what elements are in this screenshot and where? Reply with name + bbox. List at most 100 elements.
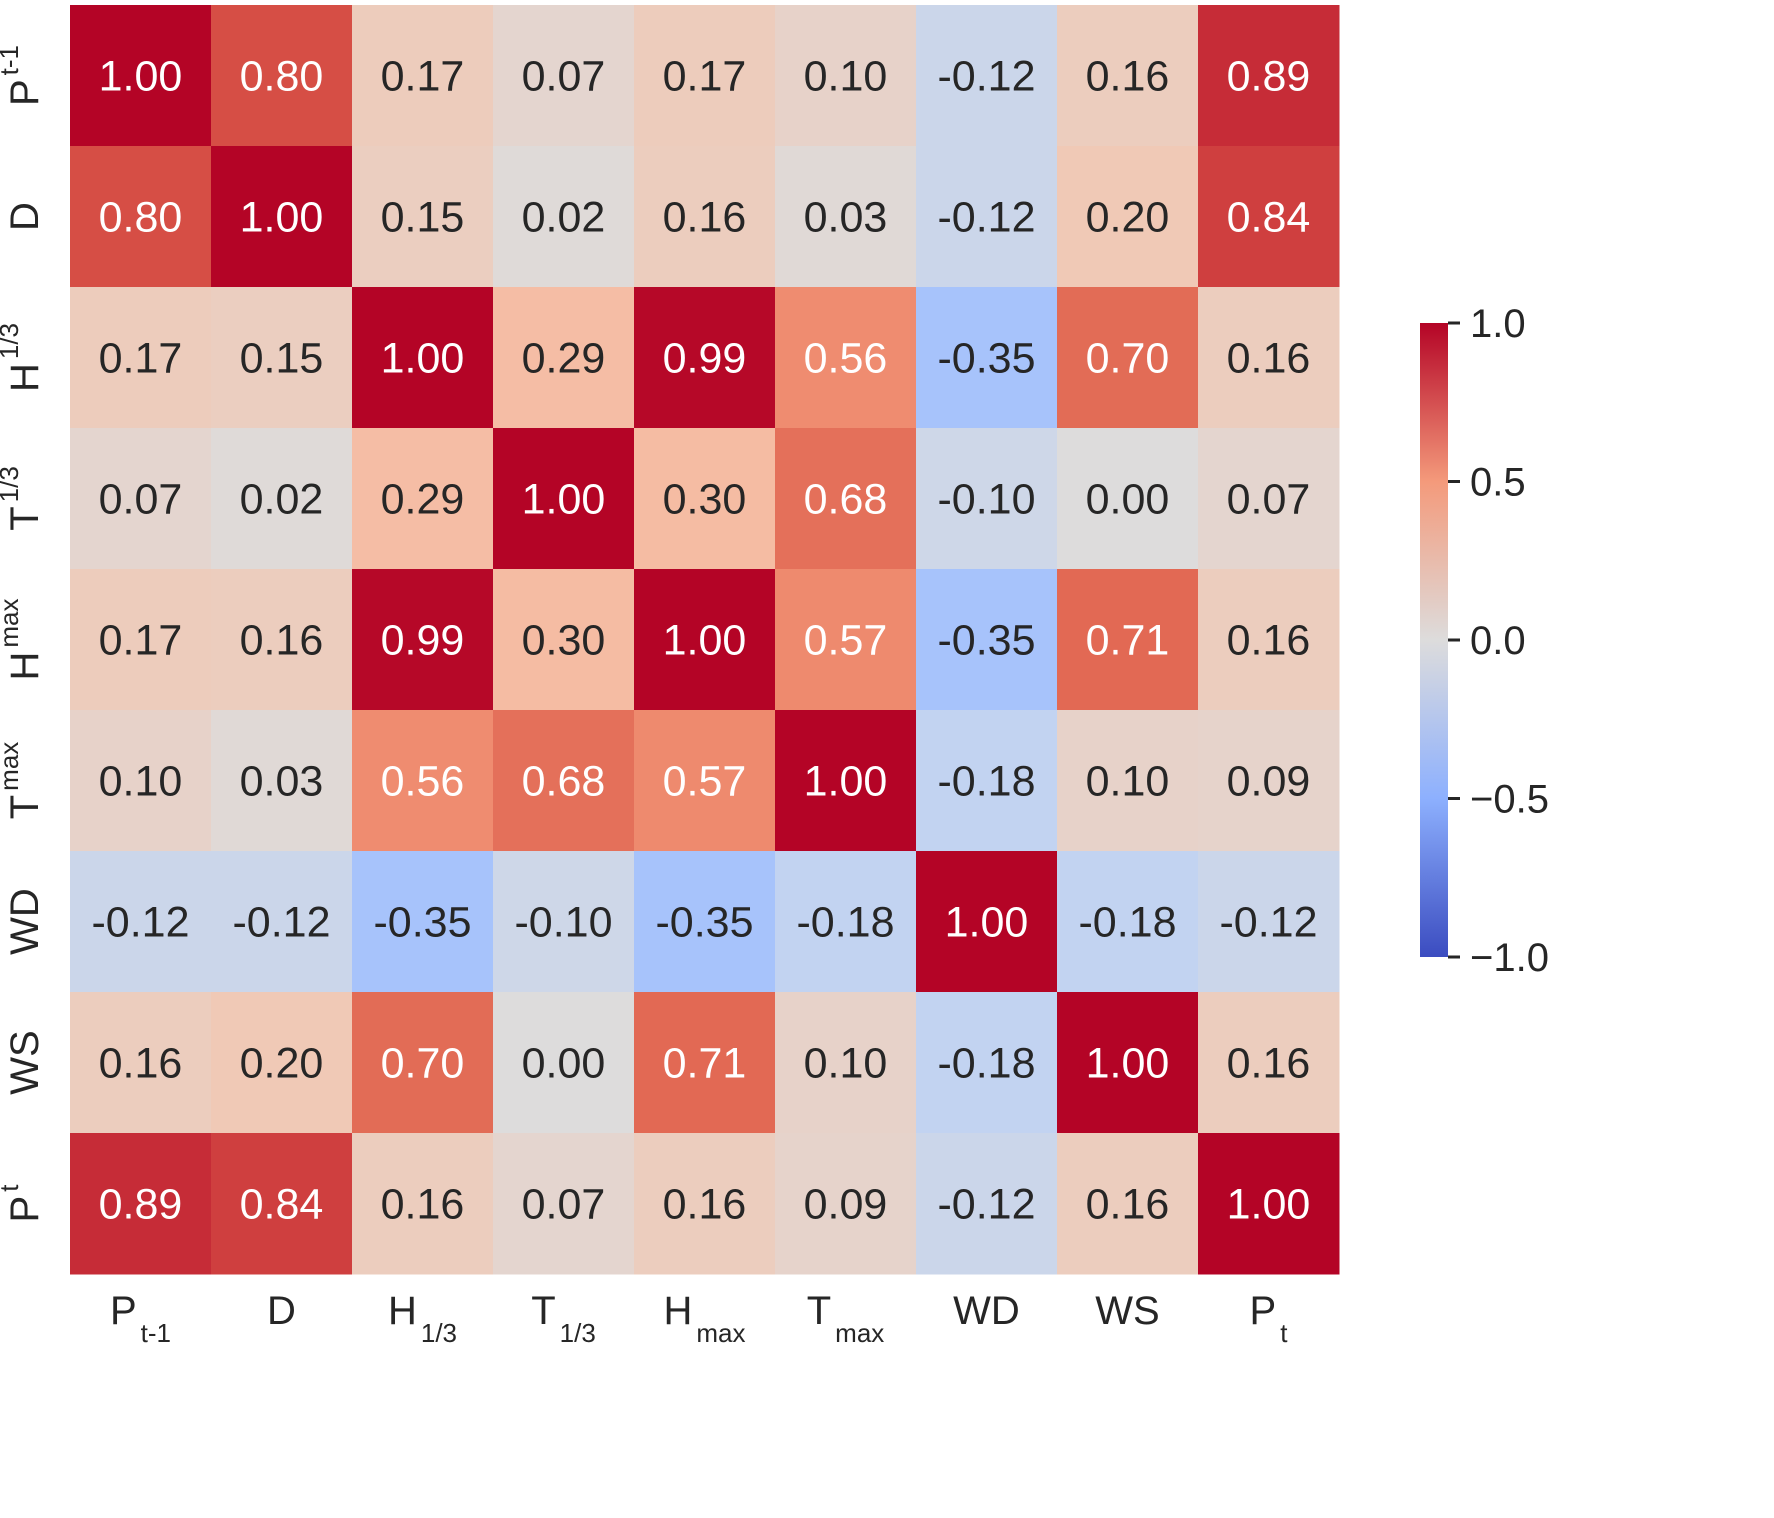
y-tick-label: Hmax	[0, 598, 47, 680]
colorbar-tick-label: 0.0	[1470, 619, 1526, 663]
heatmap-cell	[1057, 146, 1199, 288]
heatmap-cell	[352, 1133, 494, 1275]
cell-value-label: 0.07	[99, 476, 183, 524]
heatmap-cell	[493, 710, 635, 852]
colorbar-tick-label: −0.5	[1470, 778, 1549, 822]
cell-value-label: -0.18	[937, 1040, 1035, 1088]
cell-value-label: 1.00	[945, 899, 1029, 947]
x-tick-label: D	[267, 1289, 296, 1333]
heatmap-cell	[916, 569, 1058, 711]
heatmap-cell	[916, 851, 1058, 993]
heatmap-cell	[916, 5, 1058, 147]
cell-value-label: -0.12	[232, 899, 330, 947]
heatmap-cell	[211, 710, 353, 852]
cell-value-label: 0.57	[804, 617, 888, 665]
cell-value-label: 0.00	[522, 1040, 606, 1088]
heatmap-cell	[211, 851, 353, 993]
cell-value-label: 0.09	[804, 1181, 888, 1229]
heatmap-cell	[70, 710, 212, 852]
cell-value-label: 0.71	[1086, 617, 1170, 665]
heatmap-cell	[1057, 428, 1199, 570]
heatmap-cell	[352, 146, 494, 288]
cell-value-label: 0.15	[381, 194, 465, 242]
colorbar-tick-label: 0.5	[1470, 461, 1526, 505]
heatmap-cell	[634, 851, 776, 993]
heatmap-cell	[634, 569, 776, 711]
heatmap-cell	[634, 146, 776, 288]
cell-value-label: -0.35	[655, 899, 753, 947]
cell-value-label: 1.00	[99, 53, 183, 101]
heatmap-cell	[775, 569, 917, 711]
heatmap-cell	[1057, 992, 1199, 1134]
heatmap-cell	[211, 1133, 353, 1275]
cell-value-label: 0.16	[381, 1181, 465, 1229]
heatmap-cell	[916, 1133, 1058, 1275]
heatmap-cell	[211, 992, 353, 1134]
cell-value-label: 0.10	[1086, 758, 1170, 806]
heatmap-cell	[634, 287, 776, 429]
cell-value-label: 0.56	[381, 758, 465, 806]
cell-value-label: 0.03	[804, 194, 888, 242]
cell-value-label: 0.57	[663, 758, 747, 806]
heatmap-cell	[211, 146, 353, 288]
heatmap-cell	[775, 992, 917, 1134]
y-tick-label: H1/3	[0, 323, 47, 392]
heatmap-cell	[70, 992, 212, 1134]
cell-value-label: 0.80	[240, 53, 324, 101]
cell-value-label: 0.71	[663, 1040, 747, 1088]
heatmap-cell	[352, 428, 494, 570]
heatmap-cell	[1057, 287, 1199, 429]
heatmap-cell	[493, 5, 635, 147]
colorbar-ticks: 1.0 0.5 0.0 −0.5 −1.0	[1448, 302, 1549, 980]
heatmap-cell	[1198, 146, 1340, 288]
cell-value-label: 0.09	[1227, 758, 1311, 806]
heatmap-cell	[1198, 287, 1340, 429]
cell-value-label: 0.89	[1227, 53, 1311, 101]
cell-value-label: 1.00	[663, 617, 747, 665]
heatmap-cell	[916, 287, 1058, 429]
heatmap-cell	[916, 710, 1058, 852]
y-tick-label: WS	[3, 1030, 47, 1094]
cell-value-label: 0.07	[1227, 476, 1311, 524]
heatmap-cell	[211, 569, 353, 711]
cell-value-label: 0.16	[1227, 1040, 1311, 1088]
heatmap-cell	[493, 851, 635, 993]
heatmap-cell	[352, 569, 494, 711]
cell-value-label: 0.68	[522, 758, 606, 806]
cell-value-label: -0.12	[937, 53, 1035, 101]
cell-value-label: 0.16	[240, 617, 324, 665]
cell-value-label: 0.20	[240, 1040, 324, 1088]
heatmap-cell	[493, 146, 635, 288]
cell-value-label: 0.16	[1086, 53, 1170, 101]
heatmap-cell	[1198, 1133, 1340, 1275]
cell-value-label: 0.20	[1086, 194, 1170, 242]
cell-value-label: -0.35	[937, 617, 1035, 665]
heatmap-cell	[211, 5, 353, 147]
heatmap-cell	[1057, 851, 1199, 993]
y-tick-label: D	[3, 202, 47, 231]
heatmap-cell	[352, 992, 494, 1134]
heatmap-cell	[493, 287, 635, 429]
cell-value-label: 0.17	[99, 335, 183, 383]
cell-value-label: 1.00	[240, 194, 324, 242]
cell-value-label: 0.30	[663, 476, 747, 524]
cell-value-label: 0.10	[804, 1040, 888, 1088]
cell-value-label: 0.16	[99, 1040, 183, 1088]
cell-value-label: 1.00	[1086, 1040, 1170, 1088]
heatmap-cell	[775, 146, 917, 288]
heatmap-cell	[775, 710, 917, 852]
heatmap-cell	[352, 5, 494, 147]
cell-value-label: 0.17	[99, 617, 183, 665]
heatmap-cell	[1057, 569, 1199, 711]
cell-value-label: -0.35	[937, 335, 1035, 383]
y-tick-label: WD	[3, 888, 47, 955]
cell-value-label: -0.12	[91, 899, 189, 947]
x-tick-label: WD	[953, 1289, 1020, 1333]
cell-value-label: 0.16	[1227, 335, 1311, 383]
heatmap-cell	[493, 992, 635, 1134]
cell-value-label: 0.10	[804, 53, 888, 101]
heatmap-cell	[775, 287, 917, 429]
